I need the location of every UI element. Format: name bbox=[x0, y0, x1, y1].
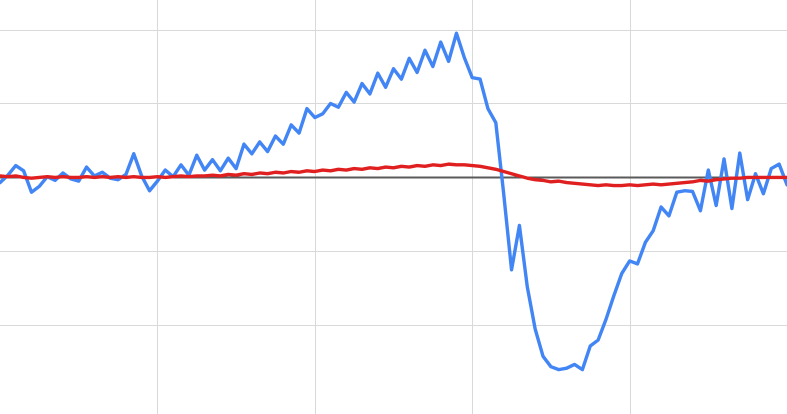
horizontal-gridlines bbox=[0, 29, 787, 327]
series-line-signal bbox=[0, 31, 787, 372]
series-line-smoothed-reference bbox=[0, 162, 787, 188]
series-lines bbox=[0, 31, 787, 372]
vertical-gridlines bbox=[156, 0, 632, 414]
